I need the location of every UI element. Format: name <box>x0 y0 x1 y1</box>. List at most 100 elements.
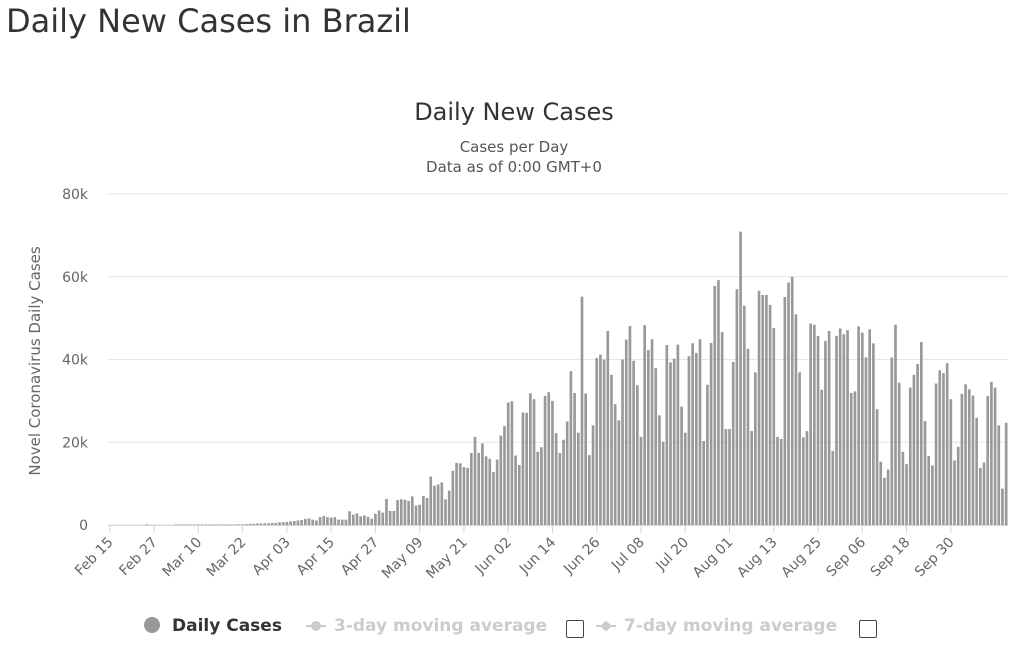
bar[interactable] <box>418 504 422 525</box>
bar[interactable] <box>145 524 149 525</box>
bar[interactable] <box>945 363 949 525</box>
bar[interactable] <box>783 297 787 525</box>
bar[interactable] <box>669 362 672 525</box>
bar[interactable] <box>285 521 289 525</box>
bar[interactable] <box>694 352 698 525</box>
bar[interactable] <box>385 498 388 525</box>
bar[interactable] <box>765 294 768 525</box>
bar[interactable] <box>927 455 931 525</box>
bar[interactable] <box>713 285 717 525</box>
bar[interactable] <box>529 393 532 525</box>
bar[interactable] <box>429 476 433 525</box>
bar[interactable] <box>757 290 761 525</box>
bar[interactable] <box>624 339 628 525</box>
bar[interactable] <box>215 524 219 525</box>
bar[interactable] <box>348 511 351 525</box>
bar[interactable] <box>311 519 315 525</box>
bar[interactable] <box>344 519 348 525</box>
bar[interactable] <box>414 505 418 525</box>
bar[interactable] <box>776 436 779 525</box>
bar[interactable] <box>333 517 337 525</box>
bar[interactable] <box>226 524 230 525</box>
bar[interactable] <box>894 324 897 525</box>
bar[interactable] <box>731 361 735 525</box>
bar[interactable] <box>278 522 281 525</box>
bar[interactable] <box>779 438 783 525</box>
bar[interactable] <box>514 455 517 525</box>
bar[interactable] <box>835 335 838 525</box>
bar[interactable] <box>351 514 355 525</box>
bar[interactable] <box>975 417 978 525</box>
bar[interactable] <box>676 344 680 525</box>
bar[interactable] <box>208 524 211 525</box>
bar[interactable] <box>639 436 643 525</box>
bar[interactable] <box>728 429 731 525</box>
bar[interactable] <box>683 432 687 525</box>
bar[interactable] <box>263 523 267 525</box>
bar[interactable] <box>971 395 975 526</box>
bar[interactable] <box>381 512 385 525</box>
bar[interactable] <box>853 391 857 525</box>
bar[interactable] <box>680 406 683 525</box>
bar[interactable] <box>610 374 613 525</box>
bar[interactable] <box>503 426 506 525</box>
bar[interactable] <box>488 458 492 525</box>
bar[interactable] <box>750 431 753 525</box>
bar[interactable] <box>986 395 990 525</box>
bar[interactable] <box>857 326 860 525</box>
bar[interactable] <box>532 399 536 525</box>
bar[interactable] <box>687 356 691 525</box>
bar[interactable] <box>658 415 661 525</box>
bar[interactable] <box>304 518 307 525</box>
bar[interactable] <box>956 446 960 525</box>
bar[interactable] <box>551 400 554 526</box>
bar[interactable] <box>185 524 189 525</box>
bar[interactable] <box>772 328 776 525</box>
bar[interactable] <box>953 460 956 525</box>
bar[interactable] <box>436 484 440 525</box>
bar[interactable] <box>425 498 429 525</box>
bar[interactable] <box>739 231 742 525</box>
bar[interactable] <box>787 282 790 525</box>
bar[interactable] <box>222 524 226 525</box>
bar[interactable] <box>267 523 270 525</box>
bar[interactable] <box>326 517 329 525</box>
bar[interactable] <box>388 510 392 525</box>
bar[interactable] <box>820 389 824 525</box>
bar[interactable] <box>599 354 602 525</box>
bar[interactable] <box>761 294 765 525</box>
bar[interactable] <box>289 521 292 525</box>
bar[interactable] <box>233 524 237 525</box>
bar[interactable] <box>451 470 455 525</box>
bar[interactable] <box>982 462 986 525</box>
bar[interactable] <box>997 425 1001 525</box>
bar[interactable] <box>270 522 274 525</box>
bar[interactable] <box>709 342 713 525</box>
bar[interactable] <box>322 515 326 525</box>
bar[interactable] <box>875 409 879 525</box>
bar[interactable] <box>949 399 953 525</box>
bar[interactable] <box>908 387 912 525</box>
bar[interactable] <box>569 371 573 525</box>
bar[interactable] <box>842 334 846 525</box>
bar[interactable] <box>938 370 942 525</box>
bar[interactable] <box>720 332 724 525</box>
bar[interactable] <box>300 520 303 525</box>
bar[interactable] <box>591 425 595 525</box>
bar[interactable] <box>377 510 381 525</box>
bar[interactable] <box>248 523 252 525</box>
bar[interactable] <box>934 383 938 526</box>
bar[interactable] <box>580 296 584 525</box>
bar[interactable] <box>469 453 473 525</box>
bar[interactable] <box>241 524 244 525</box>
bar[interactable] <box>698 339 702 525</box>
bar[interactable] <box>340 519 344 525</box>
bar[interactable] <box>886 469 890 525</box>
bar[interactable] <box>967 389 971 525</box>
bar[interactable] <box>455 462 458 525</box>
bar[interactable] <box>706 384 709 525</box>
bar[interactable] <box>849 393 853 525</box>
bar[interactable] <box>647 349 650 525</box>
bar[interactable] <box>296 520 300 525</box>
bar[interactable] <box>495 459 499 525</box>
